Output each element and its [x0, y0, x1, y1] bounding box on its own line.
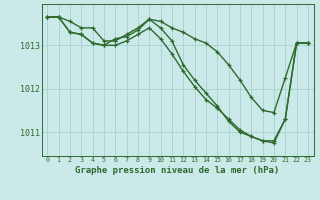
- X-axis label: Graphe pression niveau de la mer (hPa): Graphe pression niveau de la mer (hPa): [76, 166, 280, 175]
